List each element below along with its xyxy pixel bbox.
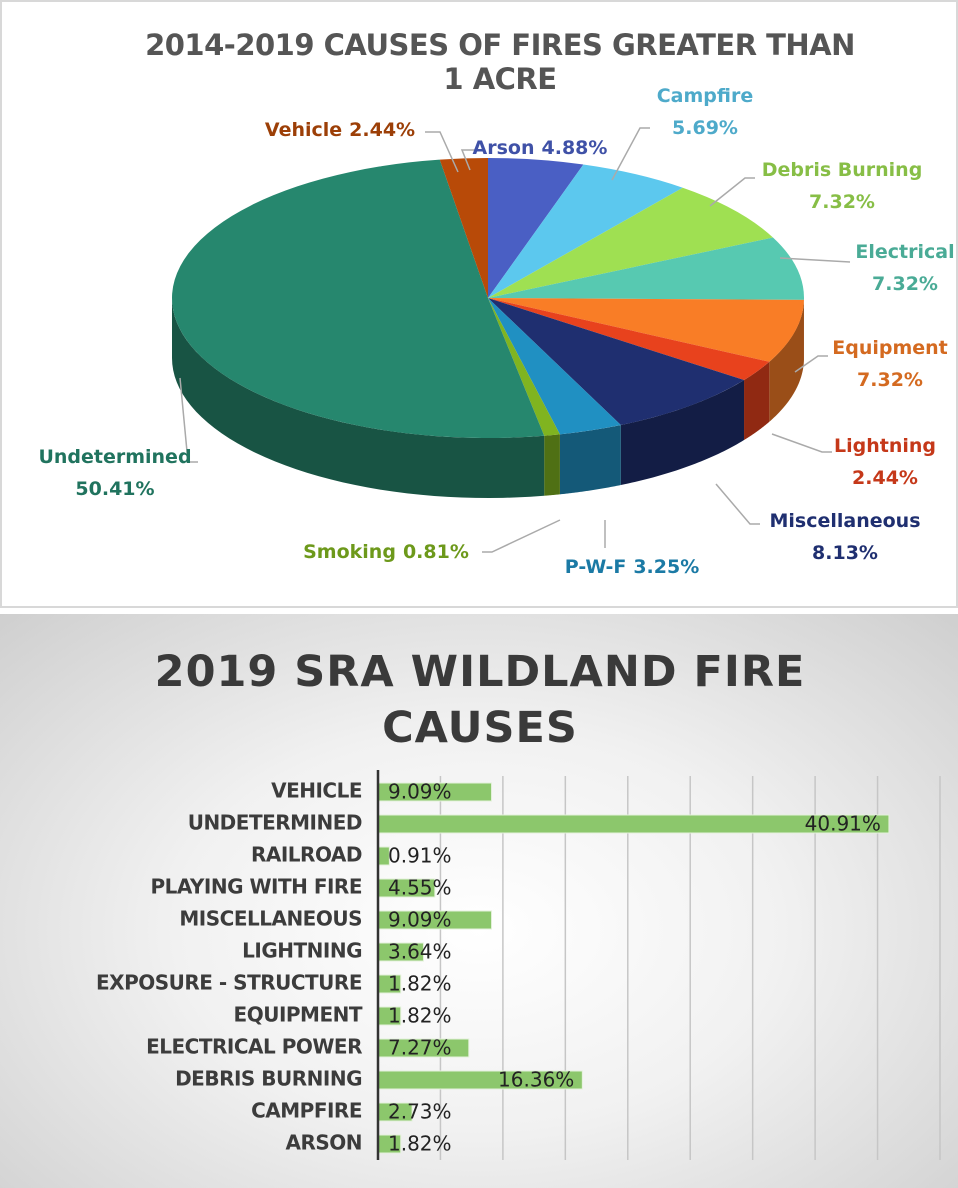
pie-slice (488, 187, 773, 298)
pie-slice (488, 158, 584, 298)
pie-slice-side (769, 299, 804, 422)
slice-label: Lightning 2.44% (834, 435, 936, 489)
pie-slice (488, 237, 804, 300)
slice-value: 7.32% (809, 191, 875, 213)
slice-name: Miscellaneous (769, 510, 920, 532)
data-label: 2.73% (388, 1100, 452, 1124)
pie-title: 2014-2019 CAUSES OF FIRES GREATER THAN 1… (145, 28, 855, 96)
slice-name: Smoking (303, 541, 396, 563)
slice-name: Lightning (834, 435, 936, 457)
slice-label: Vehicle 2.44% (265, 119, 415, 141)
leader-line (715, 483, 760, 525)
y-tick-label: VEHICLE (271, 779, 362, 803)
pie-slice-side (559, 425, 621, 495)
leader-line (179, 377, 198, 463)
slice-label: Campfire 5.69% (657, 85, 754, 139)
data-label: 9.09% (388, 780, 452, 804)
slice-label: Smoking 0.81% (303, 541, 469, 563)
slice-name: Debris Burning (762, 159, 923, 181)
leader-line (425, 131, 459, 173)
slice-name: Undetermined (38, 446, 191, 468)
bar-panel: VEHICLE 9.09% UNDETERMINED 40.91% RAILROAD 0.… (0, 614, 958, 1188)
slice-value: 0.81% (403, 541, 469, 563)
leader-line (794, 355, 828, 373)
y-tick-label: ELECTRICAL POWER (146, 1035, 362, 1059)
data-label: 3.64% (388, 940, 452, 964)
data-label: 40.91% (805, 812, 881, 836)
pie-chart: Arson 4.88% Campfire 5.69% Debris Burning 7.3… (38, 85, 954, 578)
pie-slice-side (172, 298, 545, 498)
bar-chart: VEHICLE 9.09% UNDETERMINED 40.91% RAILROAD 0.… (96, 770, 941, 1160)
slice-value: 7.32% (857, 369, 923, 391)
slice-value: 2.44% (852, 467, 918, 489)
slice-label: Miscellaneous 8.13% (769, 510, 920, 564)
data-label: 16.36% (498, 1068, 574, 1092)
pie-slice (488, 298, 804, 362)
data-label: 1.82% (388, 972, 452, 996)
y-tick-label: EXPOSURE - STRUCTURE (96, 971, 362, 995)
y-tick-label: LIGHTNING (242, 939, 362, 963)
slice-value: 7.32% (872, 273, 938, 295)
data-label: 4.55% (388, 876, 452, 900)
slice-name: P-W-F (565, 556, 627, 578)
slice-name: Campfire (657, 85, 754, 107)
pie-slice-side (620, 380, 745, 486)
slice-value: 3.25% (633, 556, 699, 578)
slice-value: 5.69% (672, 117, 738, 139)
y-tick-label: RAILROAD (251, 843, 362, 867)
data-label: 1.82% (388, 1004, 452, 1028)
slice-value: 8.13% (812, 542, 878, 564)
y-tick-label: UNDETERMINED (188, 811, 362, 835)
slice-name: Equipment (832, 337, 948, 359)
data-label: 7.27% (388, 1036, 452, 1060)
pie-slice-side (744, 361, 770, 441)
y-tick-label: MISCELLANEOUS (179, 907, 362, 931)
y-tick-label: PLAYING WITH FIRE (150, 875, 362, 899)
pie-slice (488, 298, 745, 426)
pie-slice (439, 158, 488, 298)
pie-slice (488, 164, 683, 298)
slice-label: Debris Burning 7.32% (762, 159, 923, 213)
slice-label: Equipment 7.32% (832, 337, 948, 391)
leader-line (771, 433, 832, 453)
leader-line (460, 149, 478, 171)
slice-name: Vehicle (265, 119, 342, 141)
slice-label: P-W-F 3.25% (565, 556, 700, 578)
slice-value: 2.44% (349, 119, 415, 141)
y-tick-label: EQUIPMENT (234, 1003, 363, 1027)
data-label: 9.09% (388, 908, 452, 932)
y-tick-label: CAMPFIRE (251, 1099, 362, 1123)
y-tick-label: ARSON (285, 1131, 362, 1155)
slice-name: Arson (473, 137, 535, 159)
leader-line (779, 257, 851, 263)
leader-line (482, 519, 561, 553)
pie-slice (488, 298, 770, 381)
pie-slice (488, 298, 560, 436)
pie-slice (171, 159, 545, 438)
data-label: 1.82% (388, 1132, 452, 1156)
slice-label: Undetermined 50.41% (38, 446, 191, 500)
pie-panel: Arson 4.88% Campfire 5.69% Debris Burning 7.3… (38, 28, 955, 578)
slice-value: 50.41% (75, 478, 154, 500)
pie-slice (488, 298, 621, 435)
pie-slice-side (544, 434, 560, 496)
data-label: 0.91% (388, 844, 452, 868)
slice-value: 4.88% (542, 137, 608, 159)
slice-label: Electrical 7.32% (855, 241, 954, 295)
leader-line (709, 177, 755, 207)
slice-label: Arson 4.88% (473, 137, 608, 159)
leader-line (611, 127, 650, 181)
slice-name: Electrical (855, 241, 954, 263)
bar-title: 2019 SRA WILDLAND FIRE CAUSES (154, 647, 806, 753)
y-tick-label: DEBRIS BURNING (175, 1067, 362, 1091)
